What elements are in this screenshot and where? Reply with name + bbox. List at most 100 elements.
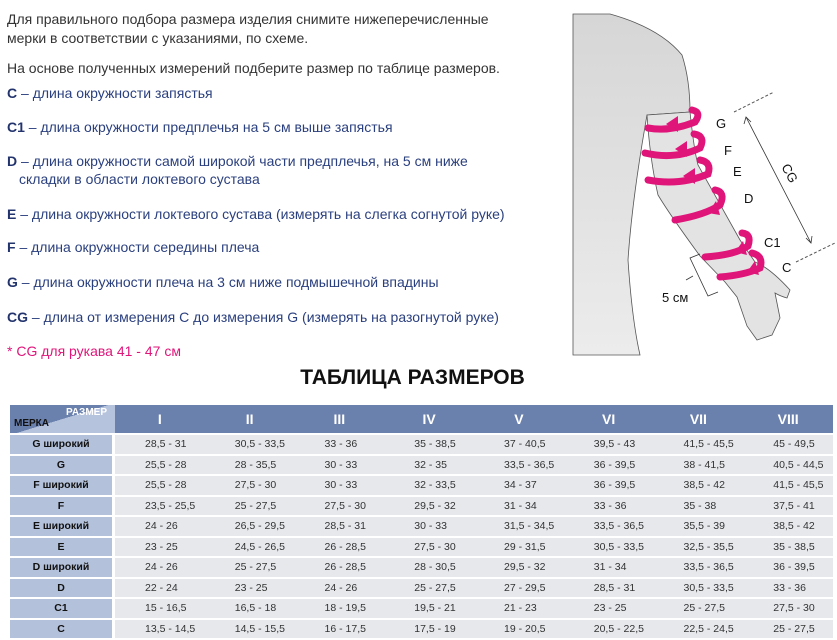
size-cell: 29,5 - 32 (384, 496, 474, 515)
measure-text: – длина от измерения С до измерения G (и… (31, 309, 499, 325)
measure-code: CG (7, 309, 28, 325)
size-cell: 25 - 27,5 (204, 558, 295, 577)
size-cell: 35 - 38,5 (384, 435, 474, 454)
label-c: C (782, 260, 791, 275)
row-header: C (10, 619, 115, 638)
measure-c1: C1 – длина окружности предплечья на 5 см… (7, 118, 393, 136)
label-cg: CG (779, 161, 801, 185)
measure-code: C1 (7, 119, 25, 135)
size-cell: 17,5 - 19 (384, 619, 474, 638)
row-header: F (10, 496, 115, 515)
size-cell: 24 - 26 (115, 558, 205, 577)
row-header: D (10, 578, 115, 597)
torso-silhouette (572, 13, 691, 356)
size-cell: 41,5 - 45,5 (743, 476, 833, 495)
table-title: ТАБЛИЦА РАЗМЕРОВ (0, 366, 837, 390)
size-cell: 30 - 33 (294, 476, 385, 495)
measure-code: G (7, 274, 18, 290)
size-cell: 37 - 40,5 (474, 435, 564, 454)
label-5cm: 5 см (662, 290, 688, 305)
table-row: E 23 - 25 24,5 - 26,5 26 - 28,5 27,5 - 30 29 … (10, 537, 833, 556)
size-cell: 16 - 17,5 (294, 619, 385, 638)
size-cell: 31 - 34 (474, 496, 564, 515)
size-cell: 25 - 27,5 (204, 496, 295, 515)
size-cell: 38,5 - 42 (653, 476, 744, 495)
size-cell: 33 - 36 (563, 496, 654, 515)
row-header: D широкий (10, 558, 115, 577)
row-header: G (10, 455, 115, 474)
size-cell: 30 - 33 (294, 455, 385, 474)
size-cell: 32,5 - 35,5 (653, 537, 744, 556)
size-cell: 20,5 - 22,5 (563, 619, 654, 638)
size-cell: 19,5 - 21 (384, 599, 474, 618)
measure-text: – длина окружности плеча на 3 см ниже по… (21, 274, 439, 290)
size-cell: 23 - 25 (115, 537, 205, 556)
table-corner: РАЗМЕР МЕРКА (10, 405, 115, 433)
label-d: D (744, 191, 753, 206)
size-cell: 29,5 - 32 (474, 558, 564, 577)
measure-cg: CG – длина от измерения С до измерения G… (7, 308, 499, 326)
size-cell: 33 - 36 (294, 435, 385, 454)
measurement-bands (641, 106, 765, 281)
size-cell: 45 - 49,5 (743, 435, 833, 454)
size-cell: 31 - 34 (563, 558, 654, 577)
arm-silhouette (646, 111, 791, 341)
measure-code: E (7, 206, 17, 222)
arm-diagram: G F E D C1 C CG 5 см (572, 13, 836, 356)
row-header: E (10, 537, 115, 556)
measure-e: E – длина окружности локтевого сустава (… (7, 205, 505, 223)
size-cell: 28,5 - 31 (294, 517, 385, 536)
corner-size-label: РАЗМЕР (66, 407, 107, 418)
size-header: VIII (743, 405, 833, 433)
size-cell: 27,5 - 30 (204, 476, 295, 495)
size-header: IV (384, 405, 474, 433)
size-cell: 36 - 39,5 (563, 476, 654, 495)
size-table: РАЗМЕР МЕРКА I II III IV V VI VII VIII G широкий 2… (10, 403, 833, 640)
size-cell: 39,5 - 43 (563, 435, 654, 454)
size-cell: 23 - 25 (563, 599, 654, 618)
size-cell: 30,5 - 33,5 (653, 578, 744, 597)
size-cell: 27 - 29,5 (474, 578, 564, 597)
size-header: V (474, 405, 564, 433)
size-cell: 26,5 - 29,5 (204, 517, 295, 536)
size-header: VII (653, 405, 744, 433)
label-c1: C1 (764, 235, 781, 250)
size-cell: 31,5 - 34,5 (474, 517, 564, 536)
measure-text: – длина окружности середины плеча (19, 239, 260, 255)
size-cell: 25 - 27,5 (384, 578, 474, 597)
size-cell: 27,5 - 30 (743, 599, 833, 618)
table-row: E широкий 24 - 26 26,5 - 29,5 28,5 - 31 30 -… (10, 517, 833, 536)
size-cell: 33,5 - 36,5 (563, 517, 654, 536)
size-cell: 33 - 36 (743, 578, 833, 597)
size-cell: 27,5 - 30 (384, 537, 474, 556)
row-header: E широкий (10, 517, 115, 536)
size-cell: 28 - 35,5 (204, 455, 295, 474)
label-e: E (733, 164, 742, 179)
size-cell: 23,5 - 25,5 (115, 496, 205, 515)
size-cell: 19 - 20,5 (474, 619, 564, 638)
size-cell: 30 - 33 (384, 517, 474, 536)
size-cell: 30,5 - 33,5 (204, 435, 295, 454)
measure-text: – длина окружности запястья (21, 85, 213, 101)
size-cell: 32 - 33,5 (384, 476, 474, 495)
measure-code: C (7, 85, 18, 101)
size-header: VI (563, 405, 654, 433)
size-cell: 29 - 31,5 (474, 537, 564, 556)
label-f: F (724, 143, 732, 158)
table-row: F широкий 25,5 - 28 27,5 - 30 30 - 33 32 - 3… (10, 476, 833, 495)
size-header: II (204, 405, 295, 433)
size-cell: 22 - 24 (115, 578, 205, 597)
measure-f: F – длина окружности середины плеча (7, 238, 259, 256)
size-cell: 24,5 - 26,5 (204, 537, 295, 556)
size-cell: 26 - 28,5 (294, 537, 385, 556)
size-cell: 34 - 37 (474, 476, 564, 495)
size-cell: 37,5 - 41 (743, 496, 833, 515)
cg-arrow (745, 116, 812, 244)
size-cell: 33,5 - 36,5 (653, 558, 744, 577)
measure-c: C – длина окружности запястья (7, 84, 213, 102)
label-g: G (716, 116, 726, 131)
size-cell: 30,5 - 33,5 (563, 537, 654, 556)
size-cell: 22,5 - 24,5 (653, 619, 744, 638)
intro-line: Для правильного подбора размера изделия … (7, 11, 489, 27)
size-cell: 25,5 - 28 (115, 455, 205, 474)
